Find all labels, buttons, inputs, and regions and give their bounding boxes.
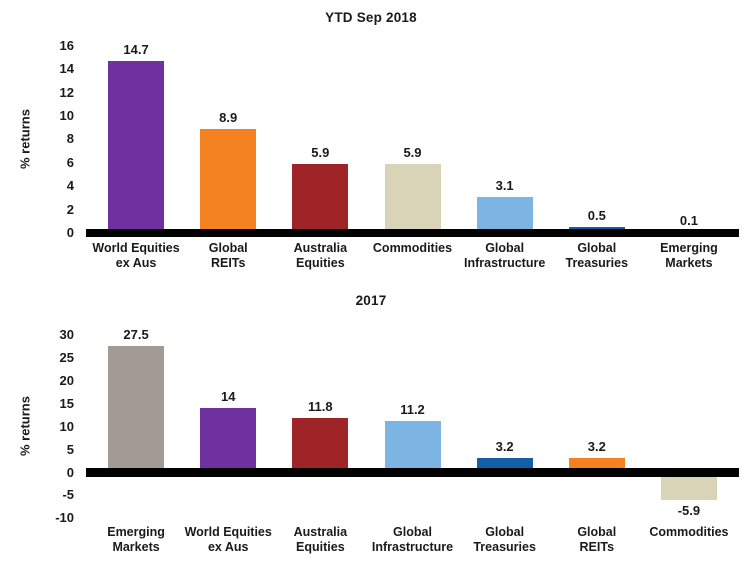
y-tick-label: 6 xyxy=(66,154,74,170)
bar xyxy=(384,164,441,233)
ytd-sep-2018-chart: YTD Sep 2018 % returns 0 2 4 6 8 10 12 14 16 14.7… xyxy=(18,10,739,270)
bar-value-label: 27.5 xyxy=(123,327,149,343)
bar-value-label: 5.9 xyxy=(311,145,330,161)
bar-value-label: 5.9 xyxy=(403,145,422,161)
chart-title: 2017 xyxy=(355,293,387,308)
y-tick-label: 8 xyxy=(66,131,74,147)
y-tick-label: 0 xyxy=(66,225,74,240)
y-tick-label: 2 xyxy=(66,201,74,217)
bar-value-label: 14 xyxy=(220,389,236,405)
y-tick-label: 15 xyxy=(59,395,74,411)
bar xyxy=(384,421,441,473)
x-category-label: Emerging Markets xyxy=(660,241,718,270)
2017-chart: 2017 % returns -10 -5 0 5 10 15 20 25 30 27.5 Emer… xyxy=(0,283,742,566)
bar xyxy=(292,418,349,473)
x-category-label: Global Treasuries xyxy=(473,525,536,554)
x-category-label: Global REITs xyxy=(208,241,248,270)
y-tick-label: 25 xyxy=(59,349,74,365)
y-tick-label: 0 xyxy=(66,464,74,480)
y-tick-label: 16 xyxy=(59,37,74,53)
bar-value-label: 0.1 xyxy=(679,212,698,228)
y-tick-label: -5 xyxy=(62,487,74,503)
bar xyxy=(660,472,717,500)
y-tick-label: 20 xyxy=(59,372,74,388)
y-tick-label: 14 xyxy=(59,61,74,77)
y-tick-label: -10 xyxy=(55,510,74,526)
bar-value-label: 0.5 xyxy=(587,208,606,224)
bar-value-label: 3.1 xyxy=(495,177,514,193)
bar-value-label: 11.8 xyxy=(308,399,333,415)
bar-value-label: 3.2 xyxy=(495,438,514,454)
y-tick-label: 4 xyxy=(66,178,74,194)
x-category-label: Emerging Markets xyxy=(107,525,165,554)
bar xyxy=(108,61,165,233)
bar xyxy=(200,128,257,233)
y-tick-label: 10 xyxy=(59,108,74,124)
y-tick-label: 12 xyxy=(59,84,74,100)
x-axis-line xyxy=(86,229,739,237)
bar-value-label: -5.9 xyxy=(677,502,701,518)
chart-title: YTD Sep 2018 xyxy=(325,10,417,25)
y-tick-label: 5 xyxy=(66,441,74,457)
x-category-label: World Equities ex Aus xyxy=(184,525,272,554)
x-axis-line xyxy=(86,468,739,477)
x-category-label: Global Infrastructure xyxy=(464,241,546,270)
x-category-label: Global Treasuries xyxy=(565,241,629,270)
x-category-label: Global REITs xyxy=(577,525,617,554)
y-tick-label: 30 xyxy=(59,326,74,342)
bar xyxy=(200,408,257,473)
bar xyxy=(292,164,349,233)
x-category-label: Australia Equities xyxy=(293,525,348,554)
x-category-label: Australia Equities xyxy=(293,241,348,270)
y-tick-label: 10 xyxy=(59,418,74,434)
bar xyxy=(476,196,533,233)
bar xyxy=(108,346,165,473)
bar-value-label: 14.7 xyxy=(123,42,149,58)
x-category-label: Commodities xyxy=(649,525,729,539)
x-category-label: Global Infrastructure xyxy=(371,525,454,554)
x-category-label: World Equities ex Aus xyxy=(92,241,180,270)
bar-value-label: 3.2 xyxy=(587,438,606,454)
bar-value-label: 8.9 xyxy=(219,109,238,125)
x-category-label: Commodities xyxy=(372,241,453,255)
bar-value-label: 11.2 xyxy=(400,402,425,418)
